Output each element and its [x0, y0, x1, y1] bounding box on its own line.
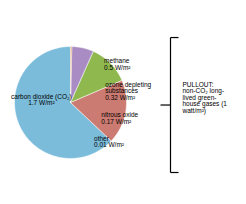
svg-text:methane0.5 W/m²: methane0.5 W/m² — [104, 57, 131, 71]
svg-text:PULLOUT:non-CO₂ long-lived gre: PULLOUT:non-CO₂ long-lived green-house g… — [182, 81, 228, 115]
svg-text:other0.01 W/m²: other0.01 W/m² — [94, 135, 125, 149]
svg-text:nitrous oxide0.17 W/m²: nitrous oxide0.17 W/m² — [101, 111, 138, 125]
svg-text:ozone depletingsubstances0.32: ozone depletingsubstances0.32 W/m² — [105, 81, 151, 101]
svg-text:carbon dioxide (CO₂)1.7 W/m²: carbon dioxide (CO₂)1.7 W/m² — [11, 93, 72, 107]
